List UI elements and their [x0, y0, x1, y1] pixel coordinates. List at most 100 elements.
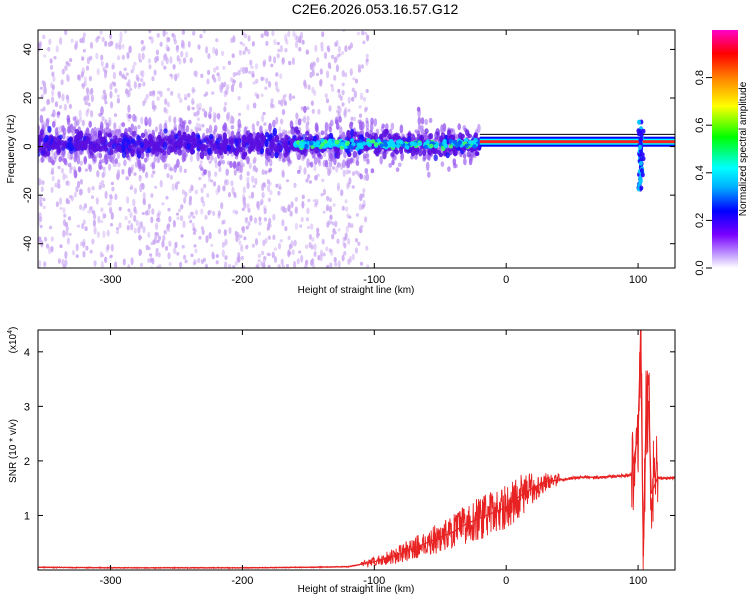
spectrogram-noise-point	[199, 34, 203, 39]
spectrogram-noise-point	[151, 257, 155, 265]
spectrogram-noise-point	[158, 263, 162, 268]
spectrogram-cloud-point	[200, 167, 204, 172]
spectrogram-noise-point	[264, 170, 268, 175]
spectrogram-noise-point	[187, 93, 191, 98]
spectrogram-noise-point	[321, 31, 325, 38]
spectrogram-cloud-point	[218, 159, 223, 165]
colorbar-tick-label: 0.0	[694, 260, 706, 275]
spectrogram-noise-point	[256, 120, 260, 127]
spectrogram-noise-point	[364, 216, 368, 223]
spectrogram-noise-point	[256, 201, 260, 209]
spectrogram-noise-point	[151, 90, 155, 95]
spectrogram-noise-point	[200, 226, 204, 231]
spectrogram-noise-point	[365, 60, 369, 66]
spectrogram-noise-point	[62, 229, 66, 238]
spectrogram-bright-point	[399, 140, 404, 145]
spectrogram-band-point	[294, 126, 299, 134]
spectrogram-noise-point	[174, 241, 178, 249]
spectrogram-noise-point	[44, 236, 48, 242]
spectrogram-noise-point	[341, 89, 345, 96]
spectrogram-noise-point	[261, 169, 265, 175]
spectrogram-noise-point	[42, 106, 46, 112]
spectrogram-band-point	[235, 148, 240, 155]
spectrogram-noise-point	[180, 50, 184, 58]
spectrogram-noise-point	[168, 240, 172, 247]
spectrogram-noise-point	[93, 213, 97, 219]
spectrogram-noise-point	[350, 116, 354, 121]
spectrogram-noise-point	[110, 196, 114, 200]
spectrogram-noise-point	[347, 237, 351, 245]
spectrogram-cloud-point	[169, 167, 174, 172]
spectrogram-noise-point	[329, 262, 333, 268]
spectrogram-bright-point	[388, 139, 393, 144]
spectrogram-noise-point	[141, 52, 145, 60]
spectrogram-noise-point	[311, 237, 315, 242]
x-tick-label: -200	[231, 274, 253, 286]
spectrogram-cloud-point	[188, 119, 192, 125]
spectrogram-noise-point	[281, 57, 285, 64]
spectrogram-noise-point	[74, 40, 78, 44]
spectrogram-noise-point	[104, 40, 108, 47]
spectrogram-band-point	[186, 133, 191, 141]
spectrogram-noise-point	[326, 195, 330, 202]
spectrogram-cloud-point	[143, 157, 148, 163]
spectrogram-noise-point	[341, 205, 345, 211]
spectrogram-cloud-point	[203, 110, 208, 118]
spectrogram-noise-point	[254, 238, 259, 246]
spectrogram-noise-point	[182, 220, 186, 228]
spectrogram-noise-point	[310, 100, 314, 106]
spectrogram-noise-point	[310, 223, 314, 230]
spectrogram-noise-point	[278, 186, 282, 190]
spectrogram-noise-point	[295, 35, 299, 43]
x-tick-label: 0	[503, 274, 509, 286]
spectrogram-noise-point	[262, 111, 266, 116]
spectrogram-noise-point	[157, 217, 161, 223]
spectrogram-noise-point	[244, 46, 248, 52]
spectrogram-noise-point	[147, 208, 151, 216]
spectrogram-noise-point	[78, 188, 83, 196]
spectrogram-noise-point	[246, 182, 250, 189]
spectrogram-noise-point	[64, 65, 68, 70]
spectrogram-noise-point	[164, 245, 169, 251]
spectrogram-noise-point	[331, 221, 335, 226]
spectrogram-noise-point	[198, 176, 202, 181]
x-tick-label: -100	[363, 575, 385, 587]
spectrogram-noise-point	[173, 246, 177, 255]
spectrogram-noise-point	[114, 88, 118, 94]
spectrogram-noise-point	[294, 40, 299, 49]
spectrogram-noise-point	[361, 204, 365, 210]
spectrogram-noise-point	[333, 256, 337, 263]
spectrogram-noise-point	[310, 244, 314, 250]
spectrogram-noise-point	[150, 241, 154, 246]
spectrogram-noise-point	[75, 243, 79, 252]
spectrogram-band-point	[111, 142, 117, 150]
y-tick-label: 2	[24, 456, 30, 468]
spectrogram-noise-point	[301, 200, 305, 209]
spectrogram-noise-point	[261, 250, 265, 256]
spectrogram-cloud-point	[365, 120, 370, 130]
spectrogram-noise-point	[169, 56, 173, 64]
spectrogram-noise-point	[153, 156, 157, 163]
spectrogram-noise-point	[252, 81, 256, 85]
spectrogram-noise-point	[118, 222, 122, 229]
spectrogram-noise-point	[107, 202, 111, 206]
spectrogram-noise-point	[363, 31, 368, 35]
spectrogram-noise-point	[133, 61, 137, 66]
spectrogram-noise-point	[147, 258, 151, 263]
spectrogram-noise-point	[100, 60, 104, 67]
spectrogram-noise-point	[276, 41, 280, 46]
spectrogram-noise-point	[276, 88, 280, 93]
spectrogram-noise-point	[221, 50, 225, 57]
spectrogram-noise-point	[90, 94, 94, 103]
spectrogram-band-point	[390, 152, 395, 158]
spectrogram-band-point	[308, 133, 313, 140]
spectrogram-noise-point	[281, 219, 285, 227]
spectrogram-band-point	[393, 148, 398, 154]
spectrogram-noise-point	[311, 86, 315, 94]
spectrogram-noise-point	[298, 47, 302, 52]
spectrogram-noise-point	[276, 53, 280, 59]
spectrogram-band-point	[218, 148, 224, 156]
spectrogram-noise-point	[324, 93, 328, 99]
spectrogram-noise-point	[136, 76, 140, 82]
spectrogram-band-point	[56, 140, 61, 147]
